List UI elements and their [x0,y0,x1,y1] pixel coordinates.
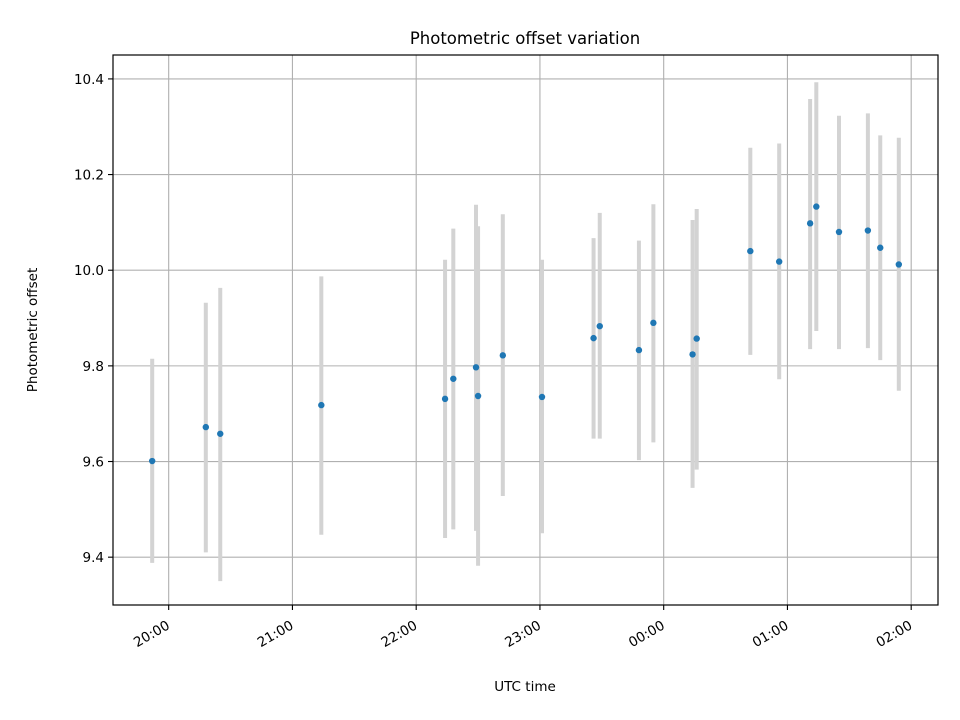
data-point [441,395,449,403]
data-point [806,220,814,227]
x-axis-label: UTC time [494,679,556,695]
data-point [689,351,696,358]
data-point [835,228,843,236]
data-point [450,375,457,382]
data-point [596,322,603,330]
data-point [650,319,657,327]
data-points [148,203,903,465]
data-point [775,258,783,265]
data-point [877,244,884,251]
data-point [474,392,482,400]
data-point [635,346,643,354]
grid [113,55,938,605]
chart-title: Photometric offset variation [410,29,640,48]
data-point [499,352,507,359]
plot-frame [112,54,939,606]
data-point [217,430,224,437]
data-point [864,227,872,234]
y-tick-label: 10.4 [74,72,104,88]
y-tick-label: 9.4 [83,550,104,566]
data-point [202,423,210,431]
y-axis-ticks: 9.4 9.6 9.8 10.0 10.2 10.4 [74,72,113,566]
y-tick-label: 9.8 [83,359,104,375]
y-tick-label: 10.0 [74,263,104,279]
data-point [813,203,820,210]
data-point [747,247,754,255]
data-point [895,261,903,268]
data-point [590,334,597,342]
data-point [148,457,156,465]
data-point [318,401,325,409]
data-point [693,335,700,342]
y-tick-label: 9.6 [83,455,104,471]
data-point [538,393,546,401]
plot-area [113,55,938,605]
y-axis-label: Photometric offset [25,268,41,392]
y-tick-label: 10.2 [74,168,104,184]
data-point [472,364,480,371]
